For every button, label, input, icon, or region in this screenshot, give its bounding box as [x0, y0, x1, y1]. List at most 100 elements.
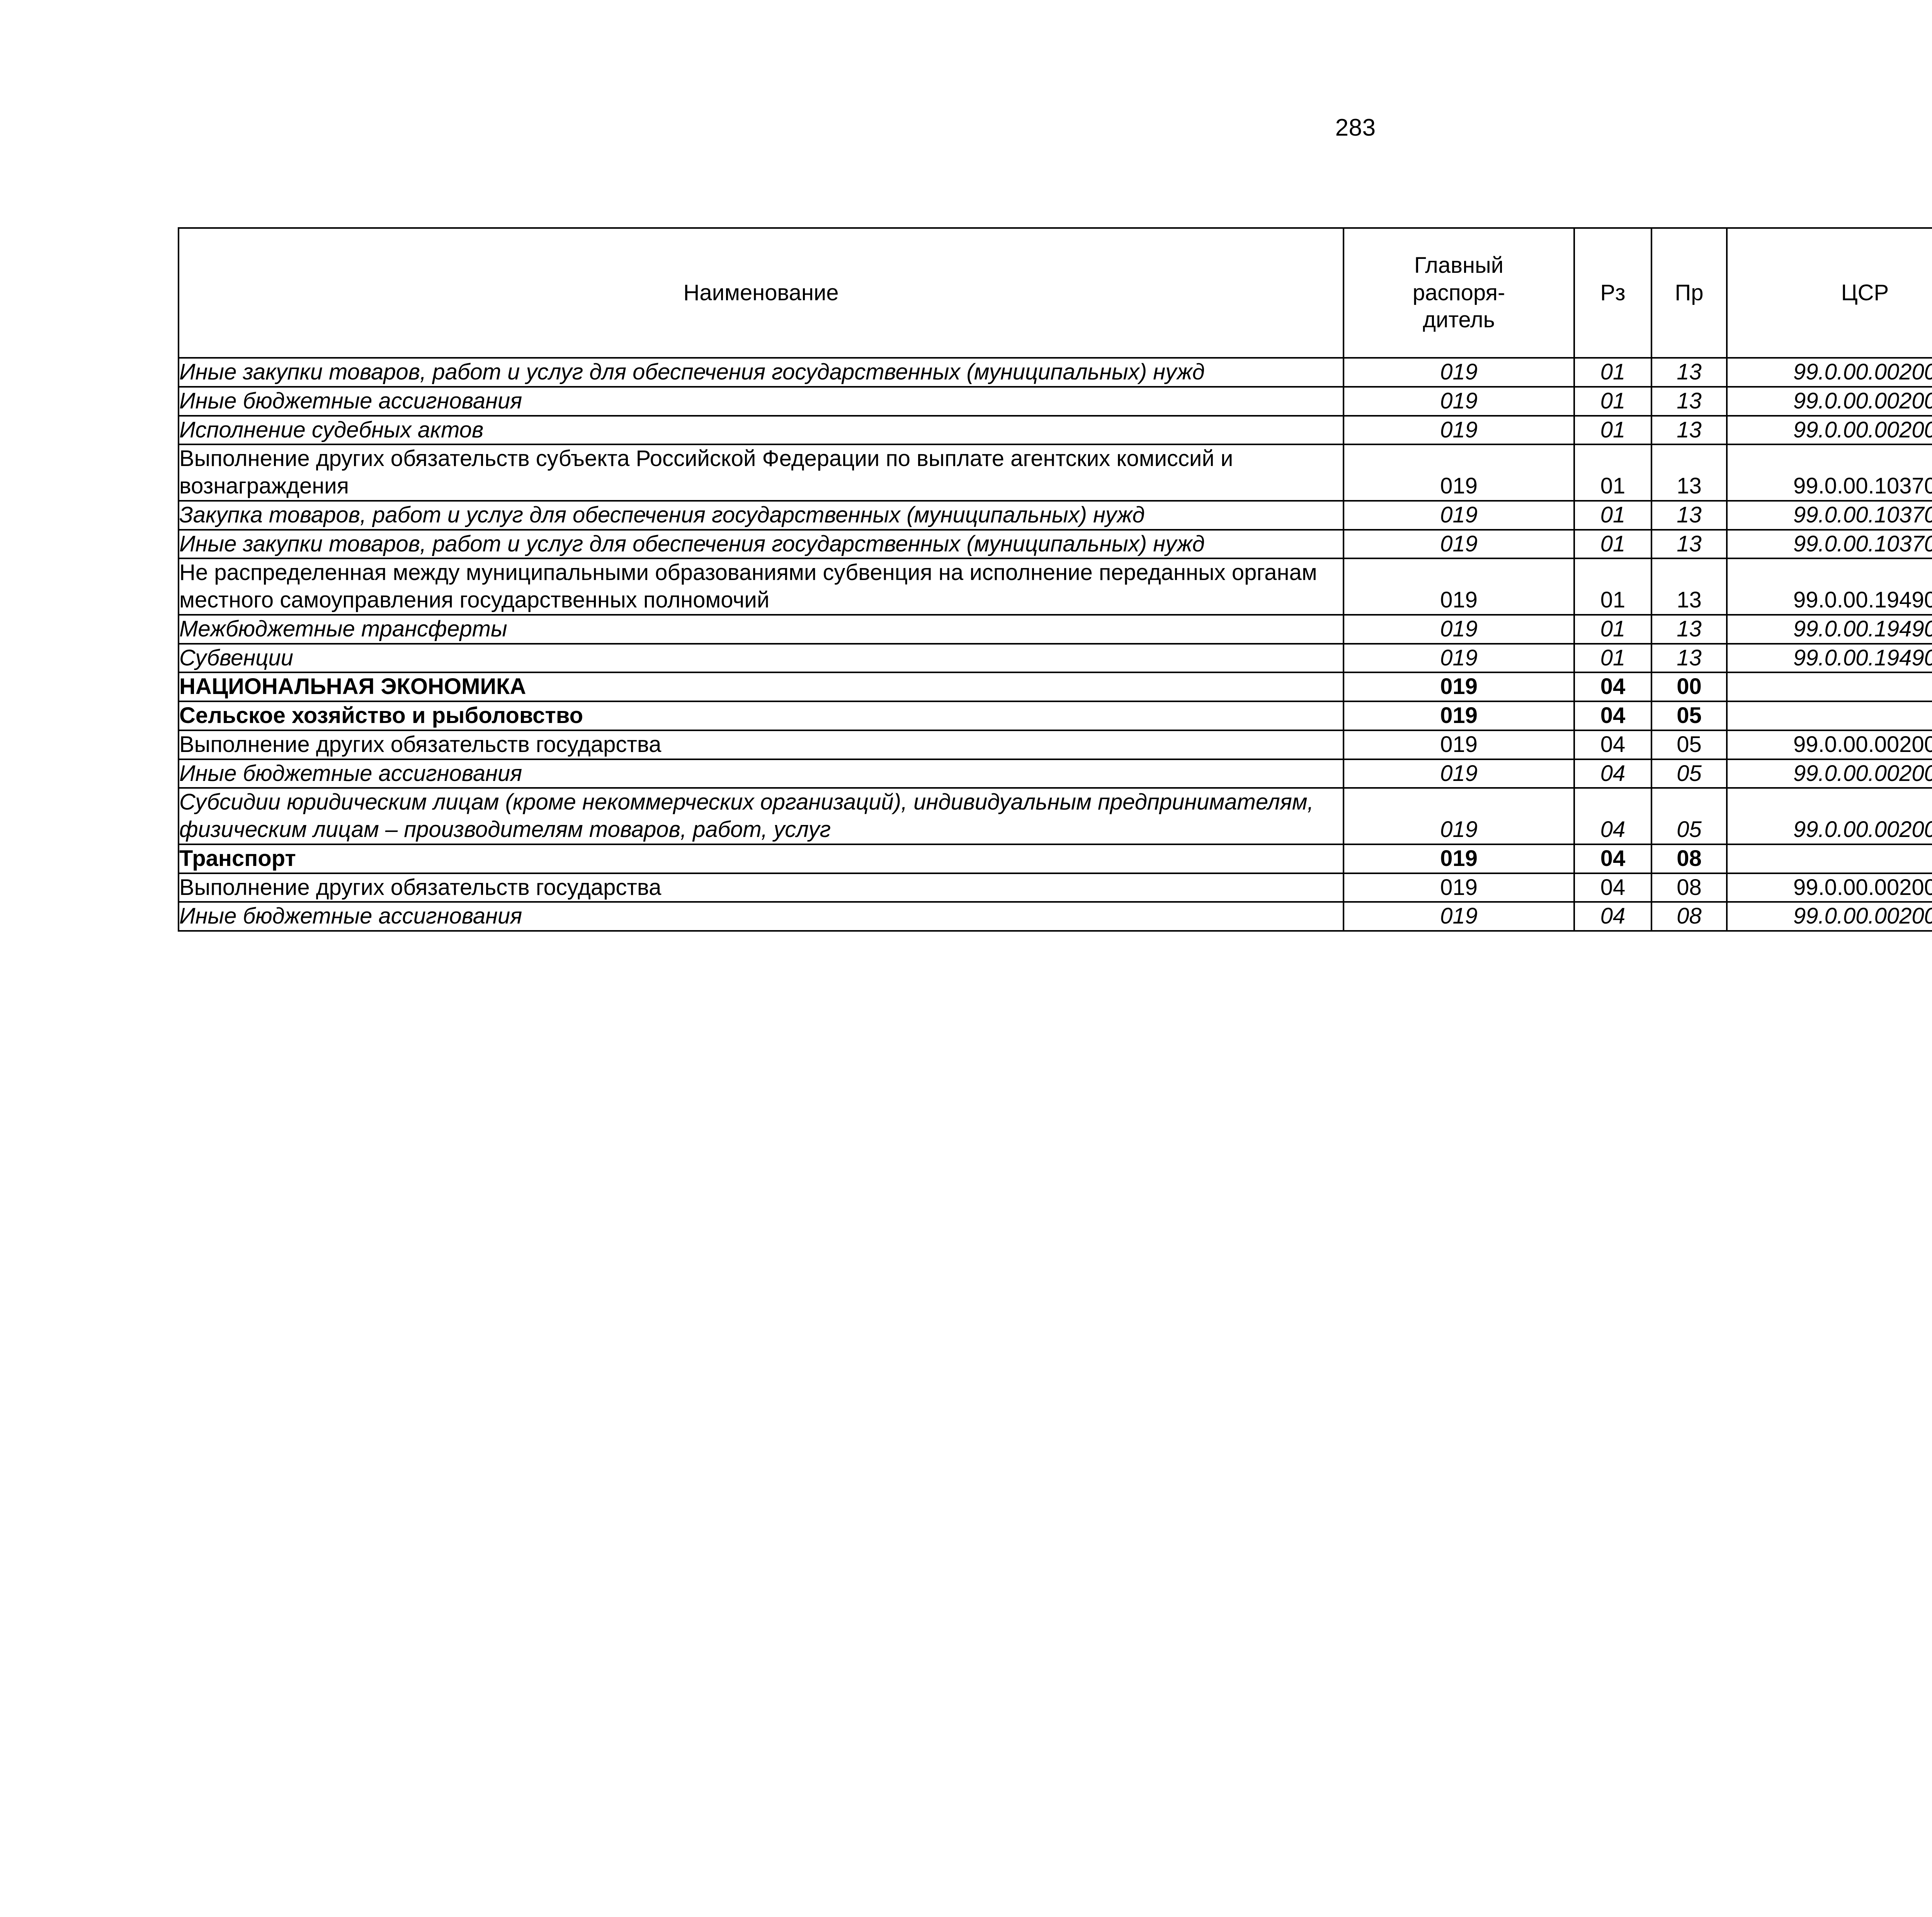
cell-csr: 99.0.00.19490	[1726, 614, 1932, 645]
cell-pr: 05	[1651, 701, 1728, 731]
table-row: Иные бюджетные ассигнования 019 01 13 99.0.0…	[178, 386, 1932, 417]
cell-pr: 13	[1651, 444, 1728, 502]
cell-rz: 01	[1573, 529, 1652, 560]
cell-chief-administrator: 019	[1343, 415, 1575, 446]
cell-pr: 08	[1651, 843, 1728, 874]
cell-name: Иные закупки товаров, работ и услуг для …	[178, 529, 1344, 560]
cell-name: Субсидии юридическим лицам (кроме некомм…	[178, 787, 1344, 845]
cell-pr: 13	[1651, 500, 1728, 531]
table-row: Иные закупки товаров, работ и услуг для …	[178, 357, 1932, 388]
cell-rz: 01	[1573, 558, 1652, 616]
cell-name: Межбюджетные трансферты	[178, 614, 1344, 645]
cell-name: Иные бюджетные ассигнования	[178, 386, 1344, 417]
cell-rz: 04	[1573, 729, 1652, 760]
cell-pr: 08	[1651, 872, 1728, 903]
page-number: 283	[1335, 114, 1376, 141]
cell-csr: 99.0.00.00200	[1726, 729, 1932, 760]
cell-rz: 04	[1573, 843, 1652, 874]
cell-name: Выполнение других обязательств государст…	[178, 872, 1344, 903]
cell-name: Сельское хозяйство и рыболовство	[178, 701, 1344, 731]
cell-pr: 08	[1651, 901, 1728, 932]
cell-csr: 99.0.00.00200	[1726, 787, 1932, 845]
header-row: Наименование Главный распоря- дитель Рз …	[178, 227, 1932, 359]
cell-name: Не распределенная между муниципальными о…	[178, 558, 1344, 616]
table-row: Выполнение других обязательств государст…	[178, 729, 1932, 760]
column-header-csr: ЦСР	[1726, 227, 1932, 359]
cell-rz: 04	[1573, 701, 1652, 731]
cell-csr: 99.0.00.00200	[1726, 758, 1932, 789]
cell-rz: 01	[1573, 500, 1652, 531]
table-row: Иные бюджетные ассигнования 019 04 08 99.0.0…	[178, 901, 1932, 932]
cell-name: Исполнение судебных актов	[178, 415, 1344, 446]
cell-rz: 04	[1573, 872, 1652, 903]
cell-pr: 05	[1651, 758, 1728, 789]
cell-name: НАЦИОНАЛЬНАЯ ЭКОНОМИКА	[178, 672, 1344, 702]
table-row: Субсидии юридическим лицам (кроме некомм…	[178, 787, 1932, 845]
cell-rz: 04	[1573, 901, 1652, 932]
cell-rz: 04	[1573, 787, 1652, 845]
cell-chief-administrator: 019	[1343, 787, 1575, 845]
cell-name: Закупка товаров, работ и услуг для обесп…	[178, 500, 1344, 531]
cell-rz: 04	[1573, 672, 1652, 702]
cell-csr	[1726, 701, 1932, 731]
cell-name: Выполнение других обязательств государст…	[178, 729, 1344, 760]
cell-name: Иные бюджетные ассигнования	[178, 758, 1344, 789]
column-header-rz: Рз	[1573, 227, 1652, 359]
column-header-chief-administrator-line2: распоря-	[1412, 280, 1505, 305]
cell-chief-administrator: 019	[1343, 758, 1575, 789]
cell-csr: 99.0.00.19490	[1726, 558, 1932, 616]
cell-name: Иные бюджетные ассигнования	[178, 901, 1344, 932]
cell-pr: 13	[1651, 415, 1728, 446]
cell-csr: 99.0.00.00200	[1726, 872, 1932, 903]
cell-csr: 99.0.00.00200	[1726, 357, 1932, 388]
budget-table-container: Наименование Главный распоря- дитель Рз …	[178, 227, 1932, 932]
cell-csr	[1726, 672, 1932, 702]
cell-rz: 01	[1573, 415, 1652, 446]
table-row: Сельское хозяйство и рыболовство01904051…	[178, 701, 1932, 731]
cell-chief-administrator: 019	[1343, 357, 1575, 388]
cell-name: Транспорт	[178, 843, 1344, 874]
cell-rz: 01	[1573, 614, 1652, 645]
cell-csr	[1726, 843, 1932, 874]
cell-name: Субвенции	[178, 643, 1344, 674]
table-row: Выполнение других обязательств субъекта …	[178, 444, 1932, 502]
cell-chief-administrator: 019	[1343, 500, 1575, 531]
cell-chief-administrator: 019	[1343, 643, 1575, 674]
column-header-chief-administrator-line3: дитель	[1423, 307, 1495, 333]
cell-pr: 13	[1651, 643, 1728, 674]
column-header-chief-administrator-line1: Главный	[1414, 252, 1504, 278]
table-row: Исполнение судебных актов 019 01 13 99.0.00.…	[178, 415, 1932, 446]
cell-rz: 04	[1573, 758, 1652, 789]
column-header-pr: Пр	[1651, 227, 1728, 359]
cell-rz: 01	[1573, 444, 1652, 502]
table-row: Транспорт0190408163 012	[178, 843, 1932, 874]
table-header: Наименование Главный распоря- дитель Рз …	[178, 227, 1932, 359]
cell-chief-administrator: 019	[1343, 386, 1575, 417]
table-row: Выполнение других обязательств государст…	[178, 872, 1932, 903]
table-row: Закупка товаров, работ и услуг для обесп…	[178, 500, 1932, 531]
column-header-name: Наименование	[178, 227, 1344, 359]
budget-allocation-table: Наименование Главный распоря- дитель Рз …	[178, 227, 1932, 932]
cell-pr: 05	[1651, 729, 1728, 760]
cell-chief-administrator: 019	[1343, 529, 1575, 560]
table-row: Межбюджетные трансферты 019 01 13 99.0.00.19…	[178, 614, 1932, 645]
cell-pr: 13	[1651, 357, 1728, 388]
cell-chief-administrator: 019	[1343, 729, 1575, 760]
cell-chief-administrator: 019	[1343, 872, 1575, 903]
cell-rz: 01	[1573, 357, 1652, 388]
cell-chief-administrator: 019	[1343, 614, 1575, 645]
cell-pr: 13	[1651, 529, 1728, 560]
cell-csr: 99.0.00.00200	[1726, 901, 1932, 932]
cell-csr: 99.0.00.19490	[1726, 643, 1932, 674]
table-row: НАЦИОНАЛЬНАЯ ЭКОНОМИКА01904001 457 066	[178, 672, 1932, 702]
table-body: Иные закупки товаров, работ и услуг для …	[178, 357, 1932, 932]
cell-rz: 01	[1573, 643, 1652, 674]
cell-rz: 01	[1573, 386, 1652, 417]
table-row: Иные бюджетные ассигнования 019 04 05 99.0.0…	[178, 758, 1932, 789]
cell-csr: 99.0.00.10370	[1726, 500, 1932, 531]
cell-chief-administrator: 019	[1343, 444, 1575, 502]
cell-chief-administrator: 019	[1343, 672, 1575, 702]
cell-csr: 99.0.00.10370	[1726, 444, 1932, 502]
cell-csr: 99.0.00.10370	[1726, 529, 1932, 560]
cell-pr: 13	[1651, 386, 1728, 417]
